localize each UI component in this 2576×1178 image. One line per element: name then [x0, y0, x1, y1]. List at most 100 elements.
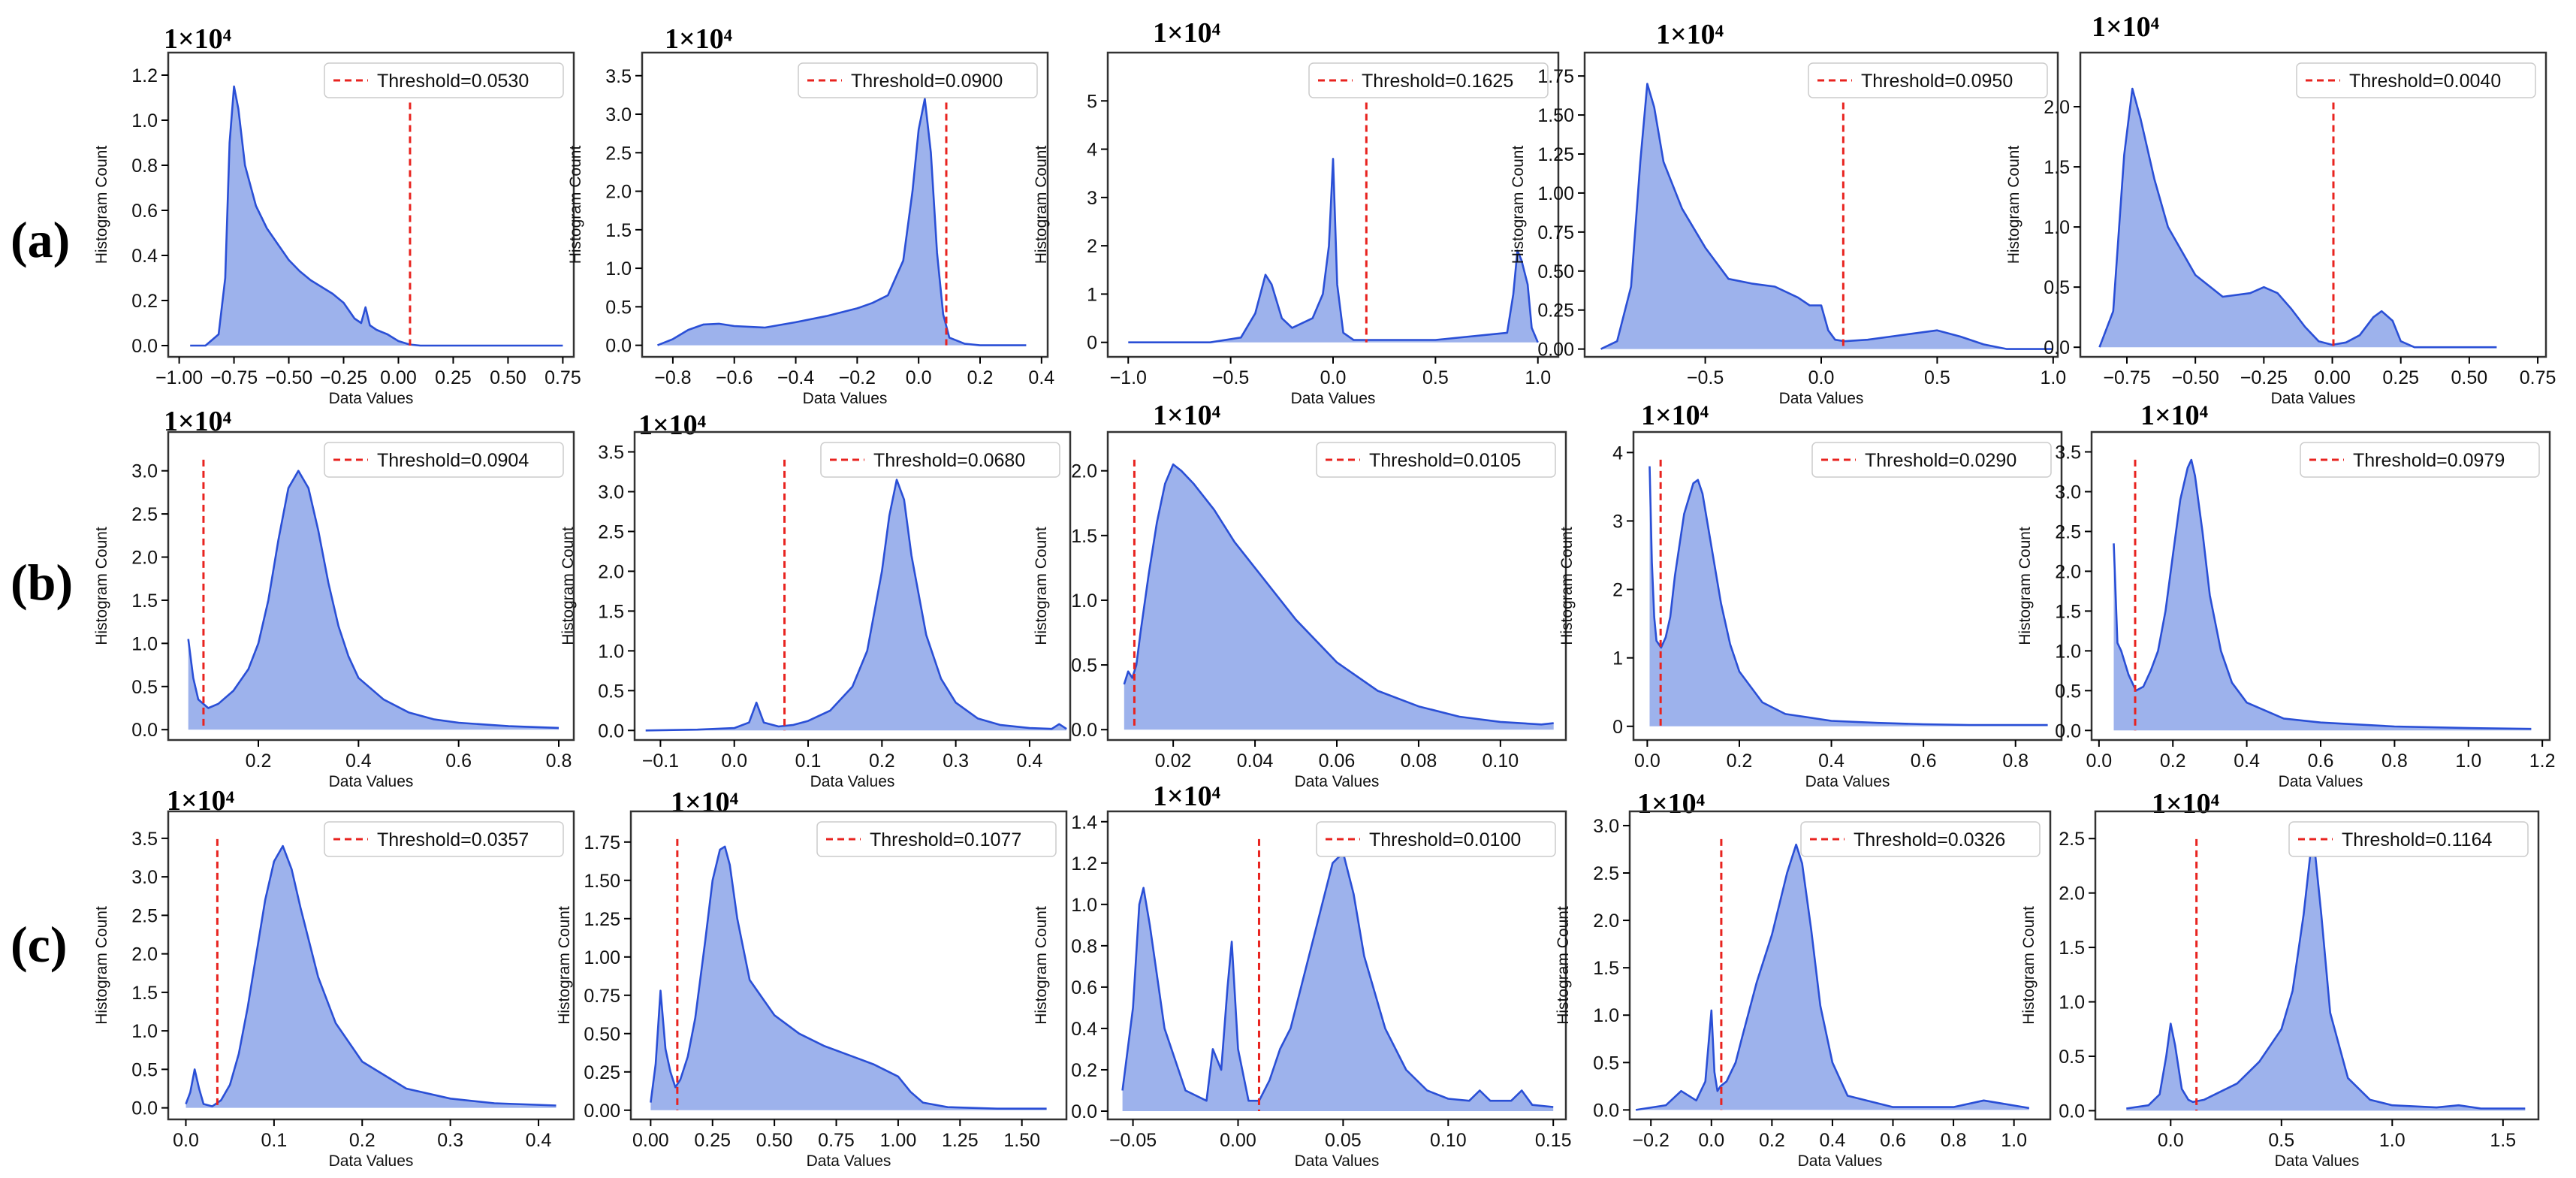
legend-box	[1308, 62, 1549, 98]
x-tick-label: 0.50	[490, 367, 526, 388]
y-tick-label: 2.0	[131, 944, 158, 965]
x-tick-label: 0.05	[1325, 1130, 1362, 1151]
legend-box	[1800, 821, 2041, 857]
x-tick-label: −0.75	[2103, 367, 2150, 388]
y-tick-label: 2.0	[2055, 561, 2081, 582]
histogram-panel-14: 1×10⁴ −0.2 0.0 0.2 0.4 0.6 0.8 1.0 0.0 0.5 1.0 1.5 2…	[1555, 788, 2052, 1170]
y-tick-label: 0.0	[2059, 1101, 2085, 1122]
x-tick-label: −0.05	[1109, 1130, 1157, 1151]
multiplier-label: 1×10⁴	[2152, 788, 2220, 820]
histogram-panel-7: 1×10⁴ −0.1 0.0 0.1 0.2 0.3 0.4 0.0 0.5 1.0 1.5 2.0 2…	[560, 409, 1072, 790]
y-tick-label: 0.5	[131, 677, 158, 698]
y-axis-label: Histogram Count	[2020, 906, 2038, 1025]
histogram-area	[2099, 89, 2497, 348]
histogram-line	[650, 845, 1047, 1110]
legend-threshold-label: Threshold=0.0290	[1865, 450, 2016, 471]
y-tick-label: 1.0	[2044, 217, 2070, 238]
legend-threshold-label: Threshold=0.0904	[377, 450, 529, 471]
y-tick-label: 2.5	[1593, 863, 1619, 884]
y-axis-label: Histogram Count	[1033, 906, 1050, 1025]
x-tick-label: 0.0	[2086, 751, 2112, 772]
histogram-line	[1635, 843, 2030, 1111]
y-tick-label: 1.50	[1537, 105, 1574, 126]
legend-box	[816, 821, 1057, 857]
plot-frame	[2094, 810, 2540, 1121]
multiplier-label: 1×10⁴	[1153, 781, 1221, 812]
x-tick-label: 0.4	[345, 751, 372, 772]
multiplier-label: 1×10⁴	[1637, 788, 1706, 820]
y-tick-label: 0.5	[2055, 681, 2081, 702]
y-tick-label: 3.5	[598, 442, 624, 463]
histogram-area	[657, 98, 1027, 346]
y-axis-label: Histogram Count	[560, 527, 577, 645]
y-tick-label: 1.5	[605, 220, 632, 241]
x-tick-label: 0.00	[632, 1130, 669, 1151]
histogram-area	[1600, 83, 2053, 349]
y-tick-label: 1.0	[131, 110, 158, 131]
x-tick-label: 0.00	[1220, 1130, 1256, 1151]
histogram-area	[645, 479, 1067, 731]
x-tick-label: −0.1	[642, 751, 679, 772]
y-tick-label: 1.75	[1537, 66, 1574, 87]
histogram-panel-5: 1×10⁴ −0.75 −0.50 −0.25 0.00 0.25 0.50 0.75 0.0 0…	[2005, 11, 2556, 407]
x-tick-label: 0.3	[437, 1130, 463, 1151]
y-tick-label: 1.50	[584, 871, 620, 892]
y-tick-label: 1.5	[2044, 157, 2070, 178]
x-tick-label: 0.0	[721, 751, 747, 772]
legend-threshold-label: Threshold=0.0040	[2349, 71, 2501, 92]
y-tick-label: 2.5	[2055, 521, 2081, 542]
x-tick-label: 0.8	[2002, 751, 2029, 772]
legend-threshold-label: Threshold=0.0100	[1369, 829, 1521, 850]
legend-box	[324, 442, 564, 478]
histogram-panel-1: 1×10⁴ −1.00 −0.75 −0.50 −0.25 0.00 0.25 0.50 0.7…	[93, 23, 581, 407]
x-tick-label: 1.50	[1003, 1130, 1040, 1151]
x-tick-label: 0.06	[1319, 751, 1356, 772]
x-axis-label: Data Values	[2271, 390, 2356, 407]
x-tick-label: 0.6	[445, 751, 472, 772]
x-tick-label: −0.6	[716, 367, 753, 388]
y-tick-label: 0.6	[1071, 977, 1097, 998]
x-tick-label: −0.5	[1687, 367, 1724, 388]
x-tick-label: 0.2	[1759, 1130, 1785, 1151]
y-tick-label: 0.8	[1071, 936, 1097, 957]
y-tick-label: 1.25	[1537, 144, 1574, 165]
y-tick-label: 0	[1087, 333, 1097, 354]
y-tick-label: 4	[1612, 443, 1623, 464]
y-tick-label: 1.0	[1071, 591, 1097, 612]
x-axis-label: Data Values	[803, 390, 888, 407]
x-axis-label: Data Values	[1805, 773, 1890, 790]
y-tick-label: 1	[1087, 284, 1097, 305]
y-tick-label: 5	[1087, 91, 1097, 112]
legend-threshold-label: Threshold=0.0105	[1369, 450, 1521, 471]
y-tick-label: 1.5	[1071, 526, 1097, 547]
y-tick-label: 1.0	[131, 633, 158, 654]
legend-box	[2300, 442, 2540, 478]
y-tick-label: 0.8	[131, 156, 158, 177]
x-tick-label: 0.4	[1028, 367, 1054, 388]
histogram-panel-9: 1×10⁴ 0.0 0.2 0.4 0.6 0.8 0 1 2 3 4 Data Values Hist…	[1558, 400, 2063, 790]
histogram-area	[2113, 460, 2532, 731]
x-tick-label: 1.0	[2379, 1130, 2406, 1151]
y-tick-label: 3.0	[131, 867, 158, 888]
y-tick-label: 1.5	[2059, 938, 2085, 959]
x-tick-label: 0.75	[544, 367, 581, 388]
x-tick-label: −0.5	[1212, 367, 1249, 388]
y-tick-label: 3.0	[1593, 816, 1619, 837]
y-axis-label: Histogram Count	[2016, 527, 2034, 645]
y-tick-label: 1.5	[2055, 601, 2081, 622]
x-tick-label: 0.0	[1320, 367, 1347, 388]
y-axis-label: Histogram Count	[1033, 146, 1050, 264]
x-tick-label: 0.50	[2451, 367, 2488, 388]
histogram-area	[1124, 464, 1554, 730]
legend-threshold-label: Threshold=0.0357	[377, 829, 529, 850]
y-tick-label: 2.0	[2059, 884, 2085, 905]
x-tick-label: 0.50	[756, 1130, 793, 1151]
y-tick-label: 1.5	[131, 983, 158, 1004]
multiplier-label: 1×10⁴	[2140, 400, 2209, 431]
y-tick-label: 3.0	[598, 482, 624, 503]
y-tick-label: 2	[1612, 580, 1623, 601]
histogram-panel-13: 1×10⁴ −0.05 0.00 0.05 0.10 0.15 0.0 0.2 0.4 0.6 0.…	[1033, 781, 1572, 1170]
histogram-line	[185, 844, 557, 1107]
y-tick-label: 3	[1612, 511, 1623, 532]
x-tick-label: 1.0	[1525, 367, 1551, 388]
